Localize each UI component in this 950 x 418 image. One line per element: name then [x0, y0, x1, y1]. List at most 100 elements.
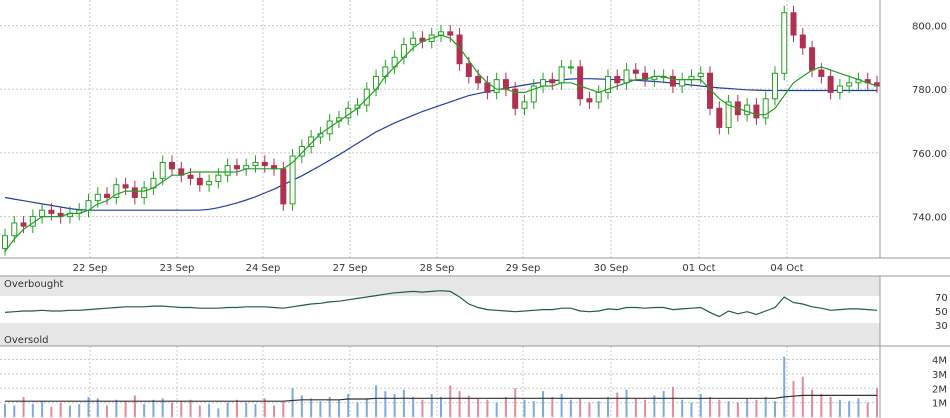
volume-bar: [727, 401, 730, 417]
volume-bar: [300, 395, 303, 417]
volume-bar: [551, 396, 554, 417]
volume-bar: [569, 399, 572, 417]
volume-bar: [625, 389, 628, 417]
volume-bar: [495, 402, 498, 417]
volume-bar-series: [4, 356, 878, 417]
candle: [669, 69, 676, 94]
candle-body-up: [308, 136, 315, 148]
price-y-tick-label: 760.00: [912, 149, 947, 160]
candle-body-down: [280, 168, 287, 205]
candle-body-up: [410, 37, 417, 46]
candle-body-up: [771, 72, 778, 100]
candle: [298, 139, 305, 164]
candle: [48, 203, 55, 221]
volume-bar: [467, 395, 470, 417]
candle-body-down: [790, 12, 797, 36]
candle: [744, 98, 751, 122]
candle-body-down: [447, 31, 454, 36]
volume-bar: [402, 389, 405, 417]
candle: [790, 5, 797, 43]
candle-body-up: [604, 75, 611, 93]
volume-bar: [876, 388, 878, 417]
volume-bar: [560, 394, 563, 417]
overbought-label: Overbought: [4, 279, 64, 290]
volume-bar: [189, 399, 192, 417]
ma-short-line: [4, 34, 878, 252]
oversold-band: [0, 323, 880, 346]
price-plot-area: [0, 0, 880, 258]
volume-bar: [421, 399, 424, 417]
candle-body-up: [595, 91, 602, 103]
candle-body-up: [252, 161, 259, 167]
candle-body-down: [809, 47, 816, 71]
candle-body-up: [567, 66, 574, 69]
candle-body-down: [818, 69, 825, 77]
x-tick-label: 27 Sep: [333, 263, 368, 274]
candle: [716, 101, 723, 135]
oscillator-line: [4, 290, 878, 318]
volume-bar: [78, 404, 81, 417]
candle: [113, 177, 120, 205]
candle-body-up: [679, 79, 686, 87]
candle-body-down: [669, 75, 676, 87]
candle-body-down: [716, 107, 723, 128]
volume-bar: [820, 394, 823, 417]
volume-bar: [375, 385, 378, 417]
volume-bar: [449, 385, 452, 417]
candle-body-down: [456, 34, 463, 65]
volume-bar: [440, 396, 442, 417]
x-axis-date-labels: 22 Sep 23 Sep 24 Sep 27 Sep 28 Sep 29 Sep 30 S…: [73, 263, 804, 274]
candle-body-down: [465, 63, 472, 77]
candle-body-down: [549, 79, 556, 84]
volume-bar: [87, 396, 90, 417]
volume-bar: [41, 401, 44, 417]
candle: [233, 158, 240, 176]
candle: [530, 78, 537, 109]
volume-y-axis: 4M 3M 2M 1M: [932, 356, 947, 410]
oscillator-y-axis: 70 50 30: [935, 293, 948, 332]
candle: [456, 28, 463, 71]
candle: [799, 28, 806, 55]
candle-body-down: [614, 75, 621, 84]
volume-average-layer: [5, 394, 877, 402]
candle-body-up: [2, 235, 8, 249]
candle-body-up: [725, 101, 732, 128]
volume-bar: [653, 395, 656, 417]
volume-bar: [68, 405, 71, 417]
candle-body-down: [586, 98, 593, 103]
volume-bar: [783, 356, 786, 417]
price-y-tick-label: 800.00: [912, 21, 947, 32]
volume-bar: [458, 391, 461, 417]
volume-bar: [634, 398, 637, 417]
candle-body-up: [781, 12, 788, 74]
candle: [206, 174, 213, 192]
volume-bar: [681, 399, 684, 417]
volume-bar: [792, 381, 795, 417]
oscillator-panel: Overbought Oversold 70 50 30: [0, 275, 950, 347]
volume-bar: [263, 398, 266, 417]
candle-body-down: [707, 72, 714, 109]
ma-long-line: [4, 78, 877, 211]
volume-bar: [337, 399, 340, 417]
candle-body-up: [206, 181, 213, 186]
volume-bar: [616, 392, 619, 417]
candle: [771, 66, 778, 106]
candle-body-up: [298, 146, 305, 157]
candle-body-down: [104, 193, 111, 198]
candle-body-down: [131, 187, 138, 198]
candle: [836, 78, 843, 100]
candle-body-down: [577, 66, 584, 100]
volume-bar: [486, 399, 489, 417]
candle-body-down: [233, 165, 240, 170]
x-tick-label: 01 Oct: [682, 263, 715, 274]
volume-bar: [699, 394, 702, 417]
candle-body-down: [753, 104, 760, 119]
candle-body-up: [697, 72, 704, 77]
volume-bar: [347, 394, 350, 417]
volume-bar: [124, 401, 127, 417]
volume-bar: [328, 396, 331, 417]
candle-body-up: [39, 209, 46, 218]
volume-bar: [254, 404, 257, 417]
candle: [252, 155, 259, 173]
